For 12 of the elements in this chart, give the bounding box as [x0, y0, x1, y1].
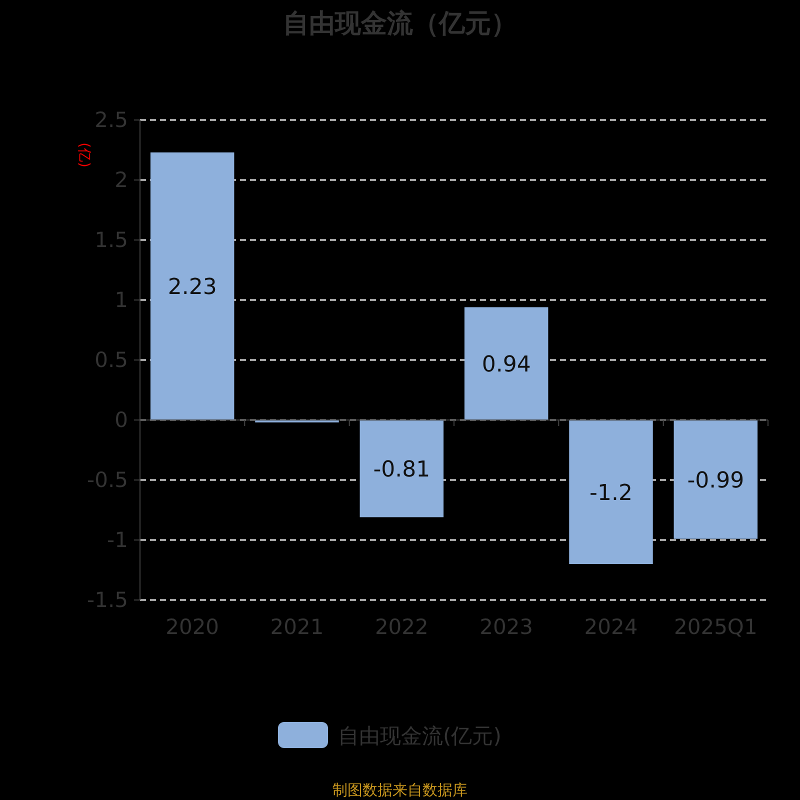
data-label: -1.2 [590, 481, 632, 506]
data-label: -0.81 [373, 458, 430, 483]
bar [150, 152, 234, 420]
bar [569, 420, 653, 564]
text: 制图数据来自数据库 [332, 781, 468, 799]
data-label: -0.99 [687, 468, 744, 494]
data-label: 0.94 [482, 352, 531, 378]
bar [674, 420, 758, 539]
y-axis-title: (亿) [76, 142, 92, 168]
bar [360, 420, 444, 518]
data-label: 2.23 [168, 275, 217, 300]
bar [464, 307, 548, 420]
